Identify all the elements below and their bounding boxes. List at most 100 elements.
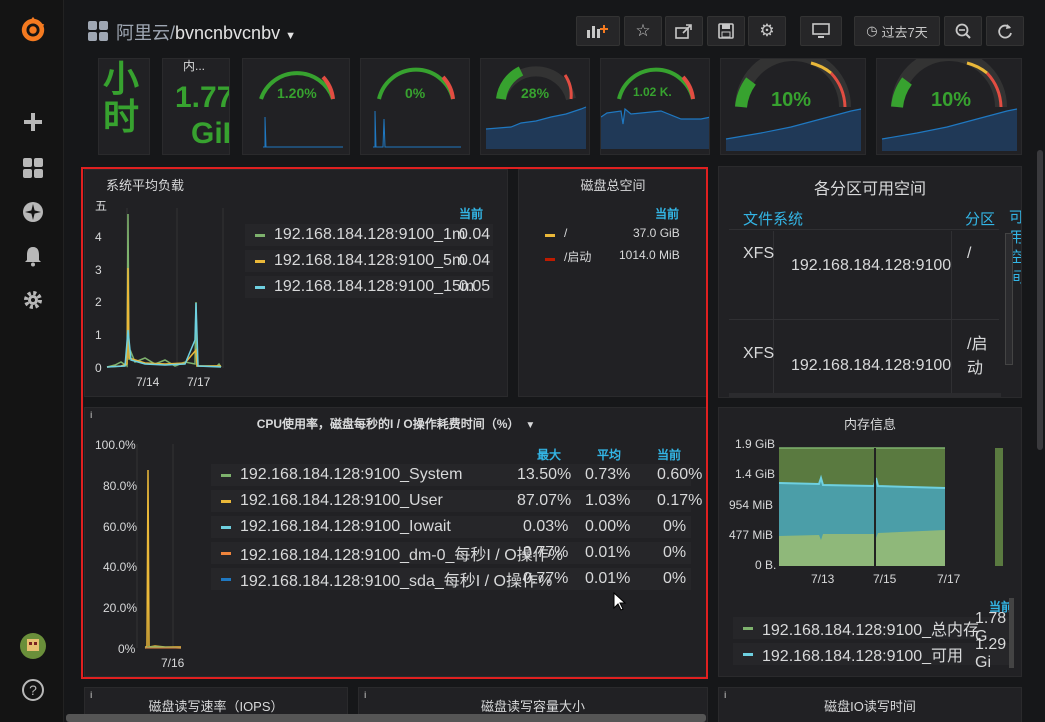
legend-max: 87.07% [517, 492, 572, 509]
add-panel-button[interactable] [576, 16, 620, 46]
zoom-out-icon [955, 23, 971, 39]
refresh-button[interactable] [986, 16, 1024, 46]
dashboard-grid-icon [88, 21, 108, 46]
load-legend-item[interactable]: 192.168.184.128:9100_1m 0.04 [245, 224, 493, 246]
load-y-tick-2: 2 [95, 295, 102, 309]
load-legend-header: 当前 [459, 207, 484, 221]
cpu-col-current[interactable]: 当前 [657, 448, 682, 462]
cpu-col-avg[interactable]: 平均 [597, 448, 622, 462]
zoom-out-button[interactable] [944, 16, 982, 46]
load-y-tick-4: 4 [95, 230, 102, 244]
disk-total-legend-boot[interactable]: /启动 1014.0 MiB [519, 248, 699, 265]
stat-memory-label: 内... [183, 59, 206, 73]
mem-legend-item[interactable]: 192.168.184.128:9100_总内存 1.78 G [733, 610, 1013, 645]
memory-series-available [778, 474, 946, 489]
star-button[interactable]: ☆ [624, 16, 662, 46]
table-scrollbar[interactable] [1005, 233, 1013, 365]
explore-compass-icon[interactable] [19, 198, 47, 226]
load-legend-item[interactable]: 192.168.184.128:9100_5m 0.04 [245, 250, 493, 272]
disk-total-legend-root[interactable]: / 37.0 GiB [519, 226, 699, 240]
mem-legend-header: 当前 [989, 600, 1014, 614]
legend-current: 0% [663, 518, 687, 535]
gauge-panel-disk-root: 10% [720, 58, 866, 155]
cpu-legend-item[interactable]: 192.168.184.128:9100_System 13.50% 0.73% 0.… [211, 464, 702, 486]
stat-panel-uptime: 小 时 [98, 58, 150, 155]
info-icon[interactable]: i [724, 690, 727, 700]
mem-y-tick-1: 1.4 GiB [735, 467, 776, 481]
page-scrollbar[interactable] [1037, 150, 1043, 450]
share-button[interactable] [665, 16, 703, 46]
dashboards-icon[interactable] [19, 154, 47, 182]
legend-name: 192.168.184.128:9100_15m [274, 278, 475, 295]
uptime-unit-2: 时 [103, 96, 140, 137]
cpu-legend-item[interactable]: 192.168.184.128:9100_dm-0_每秒I / O操作% 0.77… [211, 542, 691, 564]
svg-text:?: ? [29, 682, 37, 698]
cpu-legend-item[interactable]: 192.168.184.128:9100_Iowait 0.03% 0.00% 0% [211, 516, 691, 538]
load-y-tick-0: 0 [95, 361, 102, 375]
legend-current: 0.05 [459, 278, 491, 295]
settings-button[interactable]: ⚙ [748, 16, 786, 46]
gauge-network-value: 1.02 K. [633, 85, 672, 99]
panel-partitions: 各分区可用空间 文件系统 分区 可用空间 XFS 192.168.184.128… [718, 166, 1022, 398]
panel-title-load[interactable]: 系统平均负载 [105, 178, 184, 193]
legend-avg: 0.73% [585, 466, 631, 483]
legend-max: 0.77% [523, 570, 569, 587]
horizontal-scrollbar[interactable] [66, 714, 706, 722]
gauge-disk-boot-value: 10% [931, 89, 972, 111]
col-filesystem[interactable]: 文件系统 [743, 211, 804, 228]
view-mode-button[interactable] [800, 16, 842, 46]
user-avatar[interactable] [19, 632, 47, 660]
uptime-unit-1: 小 [103, 58, 140, 99]
cpu-legend-item[interactable]: 192.168.184.128:9100_User 87.07% 1.03% 0.17… [211, 490, 702, 512]
panel-title-disk-total[interactable]: 磁盘总空间 [580, 178, 646, 193]
load-legend-item[interactable]: 192.168.184.128:9100_15m 0.05 [245, 276, 493, 298]
panel-title-throughput[interactable]: 磁盘读写容量大小 [480, 699, 585, 714]
panel-title-cpu[interactable]: CPU使用率，磁盘每秒的I / O操作耗费时间（%） ▼ [85, 415, 707, 432]
row1-mount: / [967, 245, 972, 262]
time-picker-button[interactable]: ◷ 过去7天 [854, 16, 940, 46]
help-icon[interactable]: ? [19, 676, 47, 704]
info-icon[interactable]: i [90, 410, 93, 420]
cpu-y-tick-20: 20.0% [103, 601, 138, 615]
legend-current: 0.60% [657, 466, 703, 483]
legend-scrollbar[interactable] [1009, 598, 1014, 668]
panel-title-partitions[interactable]: 各分区可用空间 [813, 181, 926, 198]
gauge-iowait-value: 0% [405, 85, 426, 101]
cpu-col-max[interactable]: 最大 [537, 448, 562, 462]
stat-panel-memory: 内... 1.77 GiB [162, 58, 230, 155]
memory-graph [778, 447, 1003, 566]
mem-legend-item[interactable]: 192.168.184.128:9100_可用 1.29 Gi [733, 636, 1013, 671]
cpu-x-tick: 7/16 [161, 656, 185, 670]
cpu-legend-item[interactable]: 192.168.184.128:9100_sda_每秒I / O操作% 0.77%… [211, 568, 691, 590]
row1-fs: XFS [743, 245, 775, 262]
caret-down-icon[interactable]: ▼ [285, 30, 296, 42]
info-icon[interactable]: i [364, 690, 367, 700]
panel-title-io-time[interactable]: 磁盘IO读写时间 [824, 699, 916, 714]
panel-menu-caret-icon[interactable]: ▼ [525, 420, 536, 431]
legend-name: 192.168.184.128:9100_Iowait [240, 518, 451, 535]
col-mount[interactable]: 分区 [965, 211, 996, 228]
legend-current: 0.17% [657, 492, 703, 509]
legend-name: 192.168.184.128:9100_5m [274, 252, 466, 269]
panel-disk-io-time: i 磁盘IO读写时间 [718, 687, 1022, 722]
panel-title-memory[interactable]: 内存信息 [843, 417, 896, 432]
cpu-y-tick-0: 0% [118, 642, 136, 656]
grafana-logo-icon[interactable] [19, 16, 47, 44]
legend-current: 0% [663, 544, 687, 561]
mem-y-tick-3: 477 MiB [729, 528, 774, 542]
table-h-scrollbar[interactable] [729, 393, 1001, 397]
dashboard-title[interactable]: 阿里云/bvncnbvcnbv ▼ [116, 19, 296, 45]
breadcrumb-folder[interactable]: 阿里云/ [116, 23, 176, 43]
alerting-bell-icon[interactable] [19, 242, 47, 270]
dashboard-name[interactable]: bvncnbvcnbv [175, 23, 281, 43]
save-button[interactable] [707, 16, 745, 46]
legend-max: 0.77% [523, 544, 569, 561]
legend-name: / [564, 226, 568, 240]
panel-title-iops[interactable]: 磁盘读写速率（IOPS） [148, 699, 284, 714]
cpu-graph [136, 444, 182, 649]
info-icon[interactable]: i [90, 690, 93, 700]
settings-gear-icon[interactable] [19, 286, 47, 314]
legend-avg: 0.01% [585, 570, 631, 587]
plus-icon[interactable] [19, 108, 47, 136]
load-graph [106, 208, 224, 368]
